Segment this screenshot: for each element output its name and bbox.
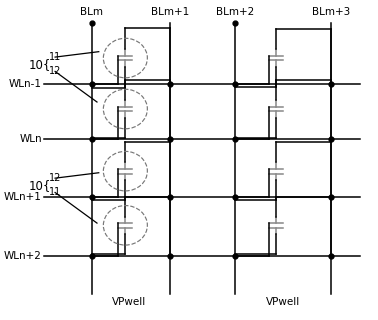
Text: BLm: BLm [80, 7, 103, 17]
Text: VPwell: VPwell [112, 297, 146, 307]
Text: BLm+1: BLm+1 [150, 7, 189, 17]
Text: 11: 11 [49, 188, 61, 197]
Text: 11: 11 [49, 52, 61, 62]
Text: WLn+1: WLn+1 [4, 192, 42, 202]
Text: 10{: 10{ [29, 179, 51, 192]
Text: WLn: WLn [19, 134, 42, 144]
Text: VPwell: VPwell [266, 297, 301, 307]
Text: WLn-1: WLn-1 [9, 78, 42, 89]
Text: 10{: 10{ [29, 58, 51, 71]
Text: BLm+2: BLm+2 [216, 7, 254, 17]
Text: 12: 12 [49, 67, 62, 76]
Text: BLm+3: BLm+3 [312, 7, 350, 17]
Text: WLn+2: WLn+2 [4, 251, 42, 260]
Text: 12: 12 [49, 173, 62, 183]
